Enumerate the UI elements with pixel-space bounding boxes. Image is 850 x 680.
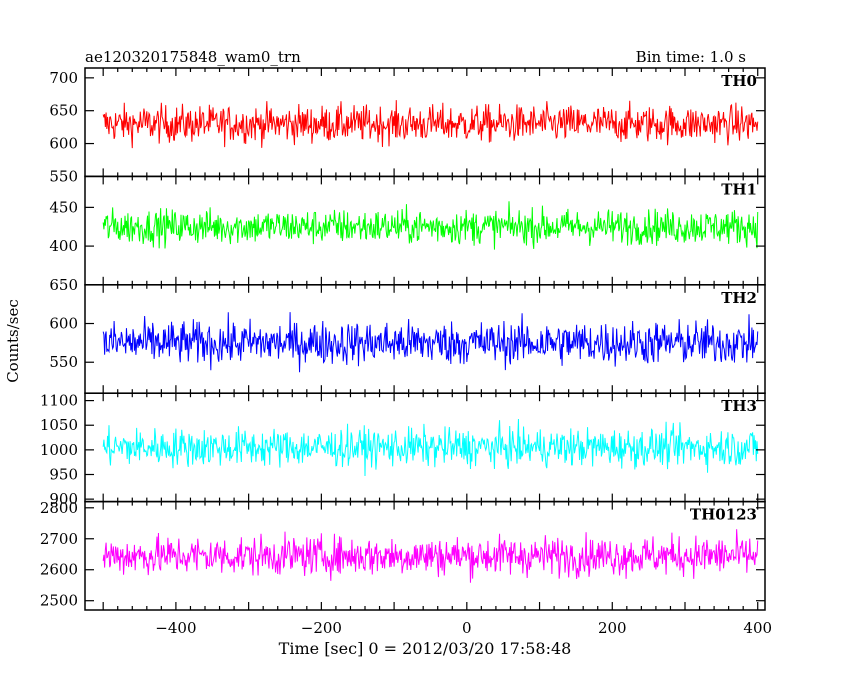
bin-time-label: Bin time: 1.0 s bbox=[636, 48, 746, 66]
channel-label-th0123: TH0123 bbox=[690, 506, 757, 524]
series-th3-line bbox=[102, 419, 759, 477]
y-tick-label: 2700 bbox=[40, 530, 78, 548]
x-axis-label: Time [sec] 0 = 2012/03/20 17:58:48 bbox=[279, 639, 572, 658]
y-tick-label: 1050 bbox=[40, 416, 78, 434]
channel-label-th0: TH0 bbox=[721, 72, 757, 90]
y-tick-label: 550 bbox=[49, 167, 78, 185]
channel-label-th2: TH2 bbox=[721, 289, 757, 307]
x-tick-label: −200 bbox=[301, 619, 342, 637]
y-tick-label: 2600 bbox=[40, 561, 78, 579]
x-tick-label: 0 bbox=[462, 619, 472, 637]
y-tick-label: 400 bbox=[49, 237, 78, 255]
y-tick-label: 700 bbox=[49, 69, 78, 87]
channel-label-th1: TH1 bbox=[721, 180, 757, 198]
series-th1-line bbox=[102, 201, 759, 250]
y-tick-label: 650 bbox=[49, 276, 78, 294]
y-tick-label: 2800 bbox=[40, 499, 78, 517]
y-tick-label: 900 bbox=[49, 490, 78, 508]
channel-label-th3: TH3 bbox=[721, 397, 757, 415]
y-axis-label: Counts/sec bbox=[4, 299, 22, 383]
series-th2-line bbox=[102, 312, 759, 373]
series-th0-line bbox=[102, 100, 759, 149]
observation-title: ae120320175848_wam0_trn bbox=[85, 48, 301, 66]
x-tick-label: 400 bbox=[743, 619, 772, 637]
series-th0123-line bbox=[102, 529, 759, 583]
x-tick-label: −400 bbox=[155, 619, 196, 637]
y-tick-label: 600 bbox=[49, 135, 78, 153]
y-tick-label: 1100 bbox=[40, 392, 78, 410]
y-tick-label: 550 bbox=[49, 353, 78, 371]
panel-frame-th0123 bbox=[84, 500, 766, 611]
y-tick-label: 450 bbox=[49, 198, 78, 216]
y-tick-label: 650 bbox=[49, 102, 78, 120]
y-tick-label: 2500 bbox=[40, 592, 78, 610]
x-tick-label: 200 bbox=[598, 619, 627, 637]
y-tick-label: 600 bbox=[49, 315, 78, 333]
y-tick-label: 1000 bbox=[40, 441, 78, 459]
y-tick-label: 950 bbox=[49, 466, 78, 484]
